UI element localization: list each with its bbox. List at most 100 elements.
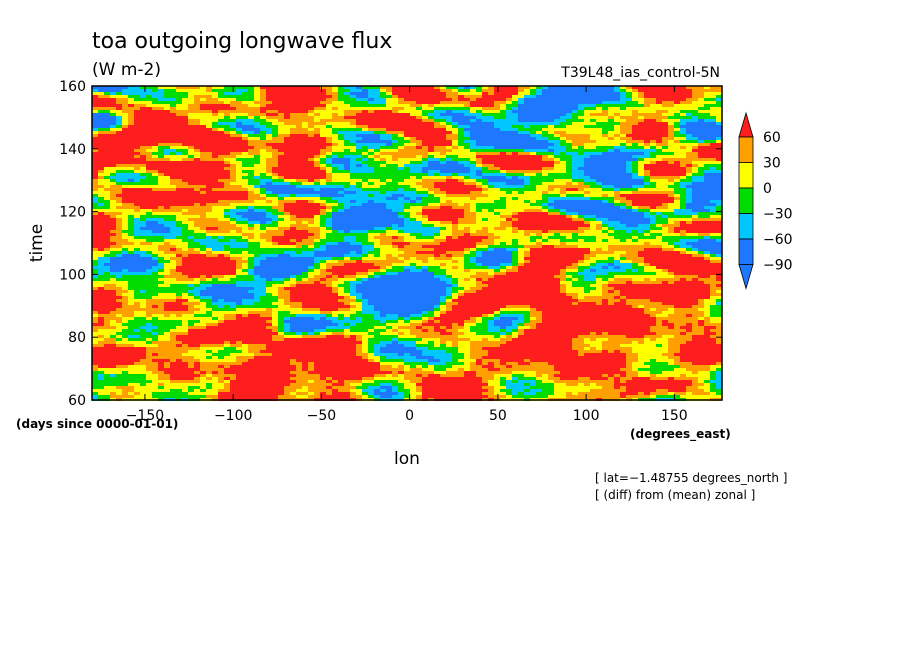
heatmap-cell bbox=[392, 386, 398, 389]
heatmap-cell bbox=[470, 107, 482, 110]
heatmap-cell bbox=[452, 206, 470, 209]
heatmap-cell bbox=[602, 374, 608, 377]
heatmap-cell bbox=[554, 179, 572, 182]
heatmap-cell bbox=[446, 134, 458, 137]
heatmap-cell bbox=[260, 110, 266, 113]
run-label: T39L48_ias_control-5N bbox=[560, 65, 720, 81]
heatmap-cell bbox=[650, 329, 686, 332]
heatmap-cell bbox=[230, 257, 242, 260]
heatmap-cell bbox=[512, 374, 524, 377]
heatmap-cell bbox=[716, 203, 722, 206]
heatmap-cell bbox=[356, 191, 380, 194]
heatmap-cell bbox=[440, 122, 446, 125]
heatmap-cell bbox=[470, 287, 482, 290]
heatmap-cell bbox=[620, 92, 626, 95]
heatmap-cell bbox=[650, 227, 662, 230]
heatmap-cell bbox=[656, 140, 662, 143]
heatmap-cell bbox=[602, 194, 608, 197]
heatmap-cell bbox=[560, 122, 572, 125]
heatmap-cell bbox=[140, 206, 158, 209]
x-tick-label: −50 bbox=[307, 408, 337, 424]
heatmap-cell bbox=[242, 101, 254, 104]
heatmap-cell bbox=[272, 167, 320, 170]
heatmap-cell bbox=[590, 137, 608, 140]
heatmap-cell bbox=[650, 173, 686, 176]
y-tick-label: 120 bbox=[59, 205, 86, 221]
heatmap-cell bbox=[566, 284, 572, 287]
heatmap-cell bbox=[530, 359, 626, 362]
heatmap-cell bbox=[212, 236, 218, 239]
heatmap-cell bbox=[200, 251, 206, 254]
heatmap-cell bbox=[248, 89, 254, 92]
heatmap-cell bbox=[134, 203, 194, 206]
heatmap-cell bbox=[416, 188, 428, 191]
heatmap-cell bbox=[524, 89, 530, 92]
heatmap-cell bbox=[434, 122, 440, 125]
heatmap-cell bbox=[92, 341, 98, 344]
heatmap-cell bbox=[350, 89, 362, 92]
heatmap-cell bbox=[326, 314, 332, 317]
heatmap-cell bbox=[272, 308, 302, 311]
heatmap-cell bbox=[506, 266, 512, 269]
heatmap-cell bbox=[512, 365, 554, 368]
heatmap-cell bbox=[338, 290, 344, 293]
heatmap-cell bbox=[194, 236, 206, 239]
heatmap-cell bbox=[392, 86, 434, 89]
heatmap-cell bbox=[308, 386, 326, 389]
heatmap-cell bbox=[332, 221, 404, 224]
heatmap-cell bbox=[104, 338, 116, 341]
heatmap-cell bbox=[308, 128, 314, 131]
heatmap-cell bbox=[350, 95, 356, 98]
heatmap-cell bbox=[416, 218, 428, 221]
heatmap-cell bbox=[596, 302, 602, 305]
heatmap-cell bbox=[248, 143, 266, 146]
heatmap-cell bbox=[476, 182, 482, 185]
heatmap-cell bbox=[620, 221, 650, 224]
heatmap-cell bbox=[134, 389, 170, 392]
heatmap-cell bbox=[236, 167, 266, 170]
heatmap-cell bbox=[386, 98, 398, 101]
heatmap-cell bbox=[188, 182, 224, 185]
heatmap-cell bbox=[374, 242, 380, 245]
heatmap-cell bbox=[416, 263, 440, 266]
heatmap-cell bbox=[194, 248, 200, 251]
heatmap-cell bbox=[638, 353, 662, 356]
heatmap-cell bbox=[500, 152, 506, 155]
heatmap-cell bbox=[632, 125, 668, 128]
heatmap-cell bbox=[608, 263, 614, 266]
heatmap-cell bbox=[314, 155, 320, 158]
heatmap-cell bbox=[602, 299, 608, 302]
heatmap-cell bbox=[128, 224, 134, 227]
heatmap-cell bbox=[584, 221, 590, 224]
heatmap-cell bbox=[650, 221, 656, 224]
heatmap-cell bbox=[650, 326, 668, 329]
heatmap-cell bbox=[230, 254, 254, 257]
heatmap-cell bbox=[560, 278, 566, 281]
heatmap-cell bbox=[500, 110, 506, 113]
heatmap-cell bbox=[500, 380, 506, 383]
heatmap-cell bbox=[362, 380, 374, 383]
heatmap-cell bbox=[260, 149, 266, 152]
heatmap-cell bbox=[632, 200, 674, 203]
heatmap-cell bbox=[188, 362, 194, 365]
chart-units: (W m-2) bbox=[92, 60, 161, 80]
heatmap-cell bbox=[662, 269, 668, 272]
heatmap-cell bbox=[230, 353, 254, 356]
heatmap-cell bbox=[182, 344, 188, 347]
heatmap-cell bbox=[704, 86, 710, 89]
heatmap-cell bbox=[212, 350, 218, 353]
heatmap-cell bbox=[242, 227, 248, 230]
heatmap-cell bbox=[614, 203, 626, 206]
heatmap-cell bbox=[506, 326, 518, 329]
heatmap-cell bbox=[590, 119, 596, 122]
heatmap-cell bbox=[116, 326, 128, 329]
heatmap-cell bbox=[188, 146, 194, 149]
heatmap-cell bbox=[326, 182, 350, 185]
heatmap-cell bbox=[368, 299, 440, 302]
heatmap-cell bbox=[536, 173, 542, 176]
heatmap-cell bbox=[134, 311, 146, 314]
heatmap-cell bbox=[596, 122, 620, 125]
heatmap-cell bbox=[170, 338, 176, 341]
heatmap-cell bbox=[248, 311, 272, 314]
heatmap-cell bbox=[404, 164, 428, 167]
